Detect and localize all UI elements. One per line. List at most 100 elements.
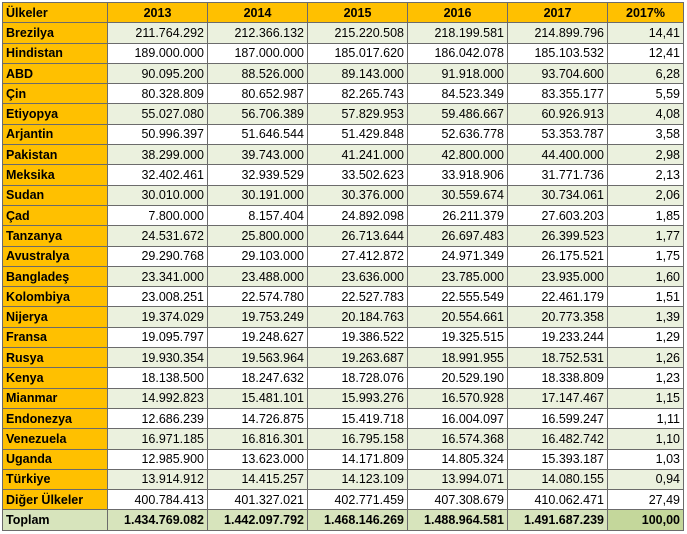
value-2013-cell: 1.434.769.082 [107, 509, 208, 531]
value-2016-cell: 33.918.906 [407, 164, 508, 186]
country-cell: Çad [2, 204, 108, 227]
share-2017-cell: 5,59 [607, 83, 684, 105]
country-cell: Kenya [2, 367, 108, 389]
share-2017-cell: 27,49 [607, 489, 684, 511]
table-row: Hindistan 189.000.000 187.000.000 185.017.6… [2, 42, 684, 64]
country-cell: Avustralya [2, 245, 108, 267]
share-2017-cell: 1,51 [607, 286, 684, 308]
share-2017-cell: 100,00 [607, 509, 684, 531]
value-2017-cell: 93.704.600 [507, 62, 608, 85]
header-row: Ülkeler 2013 2014 2015 2016 2017 2017% [2, 1, 684, 24]
value-2017-cell: 26.175.521 [507, 245, 608, 267]
table-row: Endonezya 12.686.239 14.726.875 15.419.718 1… [2, 407, 684, 430]
value-2016-cell: 1.488.964.581 [407, 509, 508, 531]
value-2014-cell: 19.753.249 [207, 306, 308, 328]
value-2017-cell: 27.603.203 [507, 204, 608, 227]
share-2017-cell: 1,11 [607, 407, 684, 430]
value-2016-cell: 13.994.071 [407, 468, 508, 491]
value-2017-cell: 30.734.061 [507, 184, 608, 206]
table-row: Tanzanya 24.531.672 25.800.000 26.713.644 26… [2, 225, 684, 247]
value-2013-cell: 80.328.809 [107, 83, 208, 105]
value-2017-cell: 16.482.742 [507, 428, 608, 450]
value-2014-cell: 13.623.000 [207, 448, 308, 470]
value-2016-cell: 42.800.000 [407, 144, 508, 166]
value-2014-cell: 15.481.101 [207, 387, 308, 409]
value-2015-cell: 14.123.109 [307, 468, 408, 491]
value-2013-cell: 12.686.239 [107, 407, 208, 430]
table-body: Brezilya 211.764.292 212.366.132 215.220.50… [2, 22, 684, 531]
value-2016-cell: 26.697.483 [407, 225, 508, 247]
share-2017-cell: 14,41 [607, 22, 684, 44]
value-2014-cell: 1.442.097.792 [207, 509, 308, 531]
value-2014-cell: 14.415.257 [207, 468, 308, 491]
share-2017-cell: 1,75 [607, 245, 684, 267]
value-2015-cell: 82.265.743 [307, 83, 408, 105]
value-2017-cell: 44.400.000 [507, 144, 608, 166]
share-2017-cell: 6,28 [607, 62, 684, 85]
value-2014-cell: 19.563.964 [207, 347, 308, 369]
value-2017-cell: 17.147.467 [507, 387, 608, 409]
country-cell: Mianmar [2, 387, 108, 409]
value-2016-cell: 16.004.097 [407, 407, 508, 430]
value-2013-cell: 23.341.000 [107, 265, 208, 288]
table-row: Sudan 30.010.000 30.191.000 30.376.000 30.55… [2, 184, 684, 206]
table-row: Çad 7.800.000 8.157.404 24.892.098 26.211.37… [2, 204, 684, 227]
table-row: Fransa 19.095.797 19.248.627 19.386.522 19.3… [2, 326, 684, 349]
value-2015-cell: 26.713.644 [307, 225, 408, 247]
country-cell: Fransa [2, 326, 108, 349]
value-2017-cell: 22.461.179 [507, 286, 608, 308]
value-2013-cell: 16.971.185 [107, 428, 208, 450]
value-2017-cell: 26.399.523 [507, 225, 608, 247]
header-2016: 2016 [407, 1, 508, 24]
value-2015-cell: 19.386.522 [307, 326, 408, 349]
value-2015-cell: 15.993.276 [307, 387, 408, 409]
value-2013-cell: 50.996.397 [107, 123, 208, 146]
value-2017-cell: 214.899.796 [507, 22, 608, 44]
value-2014-cell: 88.526.000 [207, 62, 308, 85]
value-2016-cell: 18.991.955 [407, 347, 508, 369]
value-2016-cell: 19.325.515 [407, 326, 508, 349]
country-cell: Pakistan [2, 144, 108, 166]
table-row: Arjantin 50.996.397 51.646.544 51.429.848 52… [2, 123, 684, 146]
country-cell: ABD [2, 62, 108, 85]
value-2013-cell: 23.008.251 [107, 286, 208, 308]
share-2017-cell: 1,03 [607, 448, 684, 470]
country-cell: Arjantin [2, 123, 108, 146]
share-2017-cell: 1,39 [607, 306, 684, 328]
value-2015-cell: 1.468.146.269 [307, 509, 408, 531]
value-2017-cell: 15.393.187 [507, 448, 608, 470]
country-cell: Kolombiya [2, 286, 108, 308]
value-2016-cell: 186.042.078 [407, 42, 508, 64]
country-cell: Tanzanya [2, 225, 108, 247]
value-2016-cell: 26.211.379 [407, 204, 508, 227]
value-2017-cell: 19.233.244 [507, 326, 608, 349]
value-2014-cell: 23.488.000 [207, 265, 308, 288]
value-2016-cell: 16.574.368 [407, 428, 508, 450]
table-row: Bangladeş 23.341.000 23.488.000 23.636.000 2… [2, 265, 684, 288]
value-2017-cell: 18.752.531 [507, 347, 608, 369]
value-2014-cell: 29.103.000 [207, 245, 308, 267]
share-2017-cell: 1,77 [607, 225, 684, 247]
share-2017-cell: 1,29 [607, 326, 684, 349]
table-row: Etiyopya 55.027.080 56.706.389 57.829.953 59… [2, 103, 684, 125]
country-cell: Türkiye [2, 468, 108, 491]
value-2016-cell: 59.486.667 [407, 103, 508, 125]
country-cell: Etiyopya [2, 103, 108, 125]
country-cell: Sudan [2, 184, 108, 206]
value-2013-cell: 400.784.413 [107, 489, 208, 511]
table-row: Avustralya 29.290.768 29.103.000 27.412.872… [2, 245, 684, 267]
table-row: Kenya 18.138.500 18.247.632 18.728.076 20.52… [2, 367, 684, 389]
country-cell: Hindistan [2, 42, 108, 64]
value-2017-cell: 53.353.787 [507, 123, 608, 146]
value-2015-cell: 15.419.718 [307, 407, 408, 430]
share-2017-cell: 2,06 [607, 184, 684, 206]
value-2016-cell: 30.559.674 [407, 184, 508, 206]
value-2013-cell: 24.531.672 [107, 225, 208, 247]
table-row: Diğer Ülkeler 400.784.413 401.327.021 402.7… [2, 489, 684, 511]
value-2015-cell: 27.412.872 [307, 245, 408, 267]
table-row: Venezuela 16.971.185 16.816.301 16.795.158 1… [2, 428, 684, 450]
value-2015-cell: 185.017.620 [307, 42, 408, 64]
header-2013: 2013 [107, 1, 208, 24]
share-2017-cell: 0,94 [607, 468, 684, 491]
